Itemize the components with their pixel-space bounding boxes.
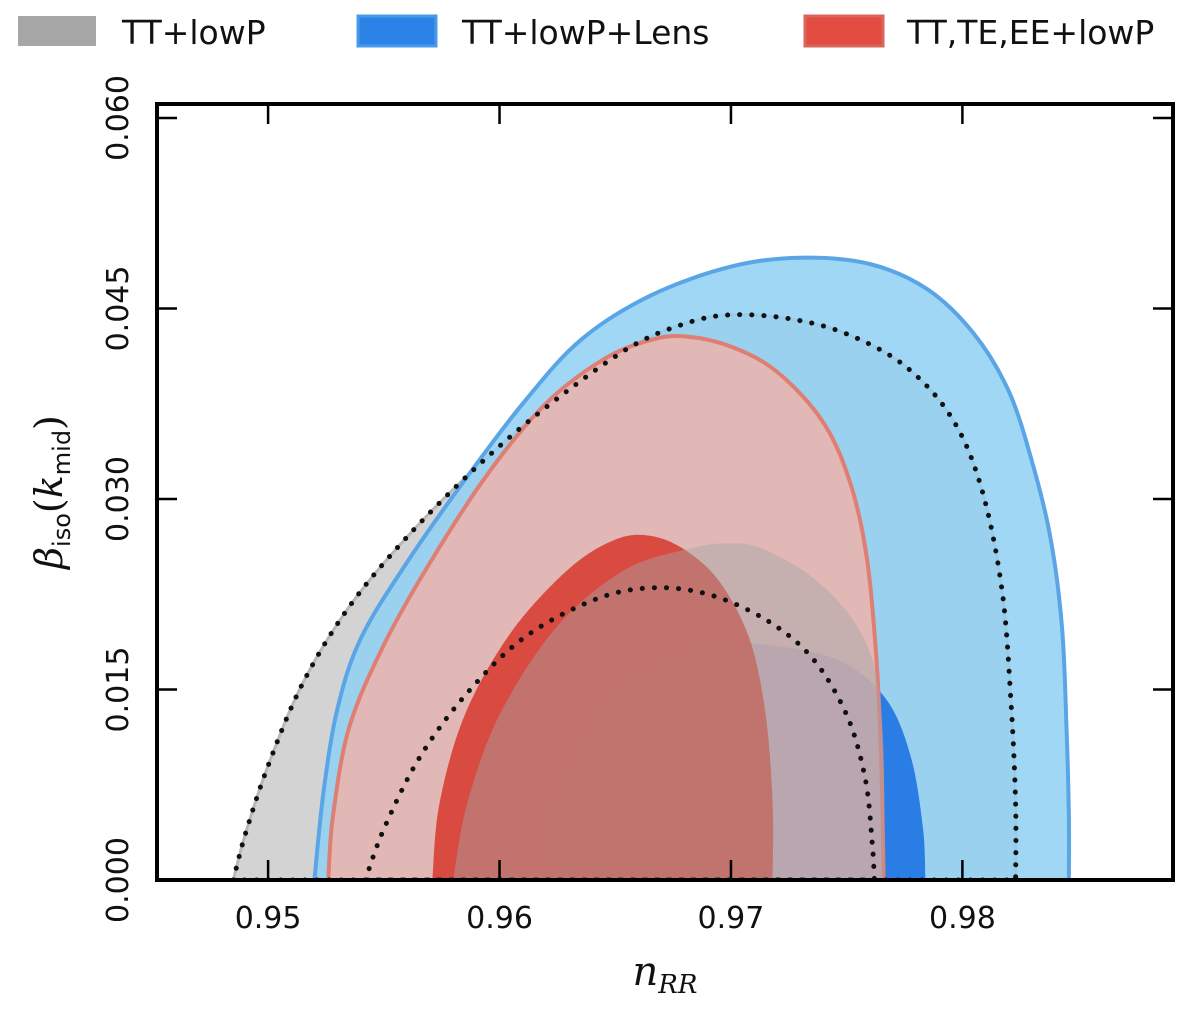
y-tick-label: 0.030 xyxy=(101,456,136,542)
legend-swatch-tt-lowp xyxy=(18,16,96,46)
y-tick-label: 0.015 xyxy=(101,647,136,733)
x-tick-label: 0.96 xyxy=(466,901,533,936)
contour-layers xyxy=(230,255,1072,880)
y-axis-label-var: β xyxy=(27,547,71,571)
legend-label-tt-lowp: TT+lowP xyxy=(121,13,266,52)
x-axis-label: nRR xyxy=(633,949,698,1000)
x-axis-label-var: n xyxy=(633,949,659,995)
y-axis-label-sub: iso xyxy=(48,513,76,547)
legend-label-tt-te-ee-lowp: TT,TE,EE+lowP xyxy=(906,13,1154,52)
x-tick-label: 0.95 xyxy=(235,901,302,936)
x-tick-label: 0.97 xyxy=(698,901,765,936)
y-axis-label: βiso(kmid) xyxy=(27,415,76,571)
legend-swatch-tt-lowp-lens xyxy=(356,14,438,48)
y-axis-label-arg-var: k xyxy=(27,475,71,498)
x-tick-label: 0.98 xyxy=(929,901,996,936)
contour-tt-lowp-95-dotted xyxy=(230,312,1019,880)
y-axis-label-paren-close: ) xyxy=(27,415,71,430)
y-tick-label: 0.060 xyxy=(101,75,136,161)
y-axis-label-arg-sub: mid xyxy=(48,430,76,475)
y-tick-label: 0.000 xyxy=(101,837,136,923)
x-axis-label-sub: RR xyxy=(657,970,697,1000)
legend-label-tt-lowp-lens: TT+lowP+Lens xyxy=(461,13,710,52)
axis-ticks: 0.95 0.96 0.97 0.98 0.000 0.015 0.030 0.045 0.06… xyxy=(101,75,1173,936)
y-tick-label: 0.045 xyxy=(101,266,136,352)
contour-tt-te-ee-lowp-68 xyxy=(432,534,774,880)
legend: TT+lowP TT+lowP+Lens TT,TE,EE+lowP xyxy=(18,13,1154,52)
legend-swatch-tt-te-ee-lowp xyxy=(803,14,885,48)
plot-frame xyxy=(155,102,1175,882)
y-axis-label-paren-open: ( xyxy=(27,498,71,513)
